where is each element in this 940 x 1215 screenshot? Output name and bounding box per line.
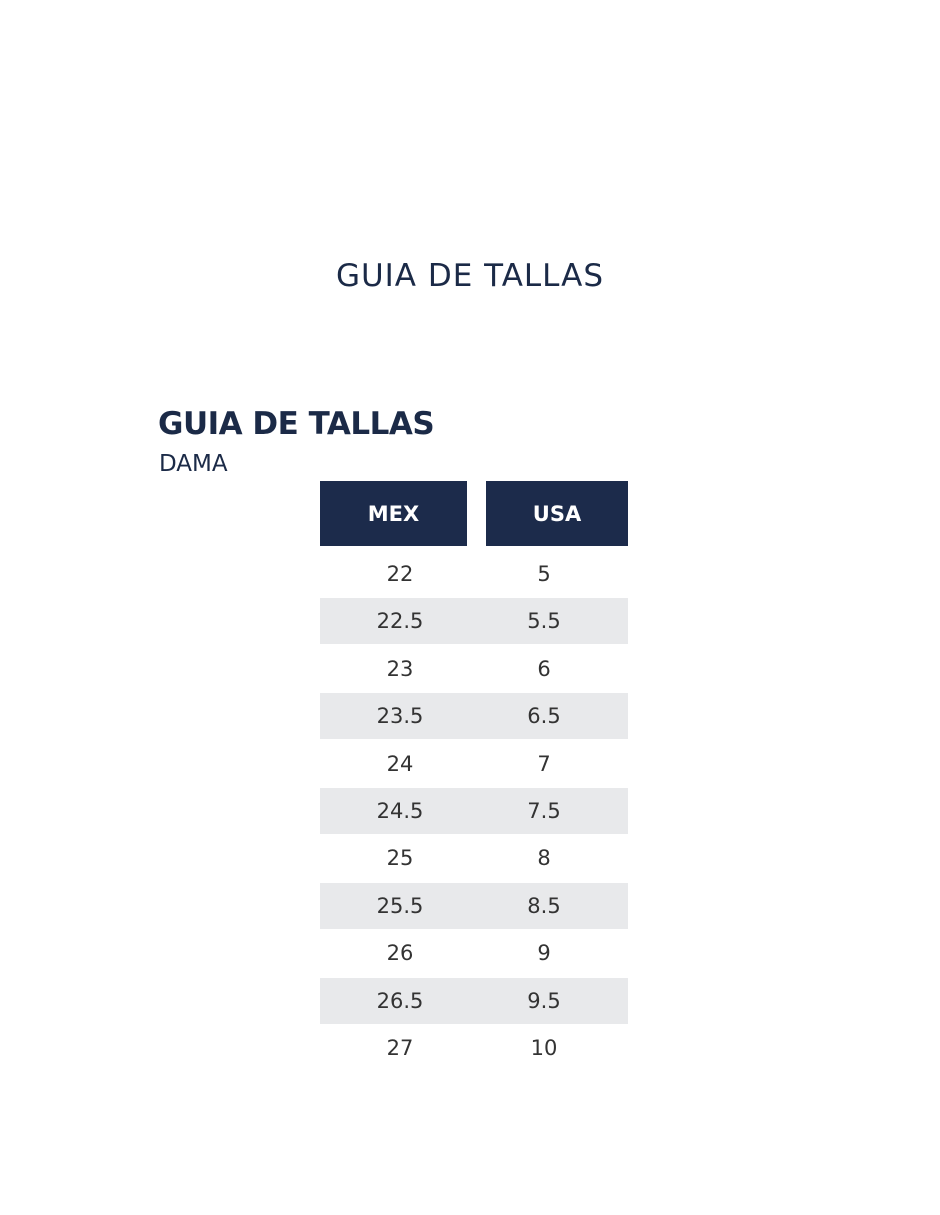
table-row: 25.5 8.5 xyxy=(320,882,628,929)
table-row: 22 5 xyxy=(320,551,628,597)
table-row: 26 9 xyxy=(320,930,628,976)
table-row: 25 8 xyxy=(320,835,628,881)
table-cell: 9.5 xyxy=(527,988,561,1013)
table-cell: 22.5 xyxy=(376,609,424,634)
table-cell: 24 xyxy=(386,751,414,776)
table-cell: 7 xyxy=(537,751,551,776)
table-cell: 26.5 xyxy=(376,988,424,1013)
table-cell: 25.5 xyxy=(376,893,424,918)
table-row: 22.5 5.5 xyxy=(320,598,628,645)
table-cell: 6.5 xyxy=(527,704,561,729)
table-header: USA xyxy=(486,481,628,546)
section-title: GUIA DE TALLAS xyxy=(158,406,435,442)
table-cell: 6 xyxy=(537,656,551,681)
table-cell: 8.5 xyxy=(527,893,561,918)
table-cell: 22 xyxy=(386,562,414,586)
table-cell: 5.5 xyxy=(527,609,561,634)
table-cell: 23 xyxy=(386,656,414,681)
section-subtitle: DAMA xyxy=(159,451,228,477)
page-title: GUIA DE TALLAS xyxy=(335,258,605,294)
table-row: 27 10 xyxy=(320,1025,628,1071)
table-row: 26.5 9.5 xyxy=(320,977,628,1024)
table-header: MEX xyxy=(320,481,467,546)
table-row: 23 6 xyxy=(320,646,628,692)
table-row: 24.5 7.5 xyxy=(320,788,628,834)
table-row: 23.5 6.5 xyxy=(320,693,628,740)
table-cell: 10 xyxy=(530,1036,558,1060)
table-cell: 23.5 xyxy=(376,704,424,729)
table-cell: 25 xyxy=(386,846,414,871)
table-cell: 27 xyxy=(386,1036,414,1060)
table-cell: 26 xyxy=(386,941,414,966)
table-cell: 5 xyxy=(537,562,551,586)
table-cell: 8 xyxy=(537,846,551,871)
table-cell: 7.5 xyxy=(527,799,561,823)
table-row: 24 7 xyxy=(320,741,628,787)
table-cell: 9 xyxy=(537,941,551,966)
table-cell: 24.5 xyxy=(376,799,424,823)
